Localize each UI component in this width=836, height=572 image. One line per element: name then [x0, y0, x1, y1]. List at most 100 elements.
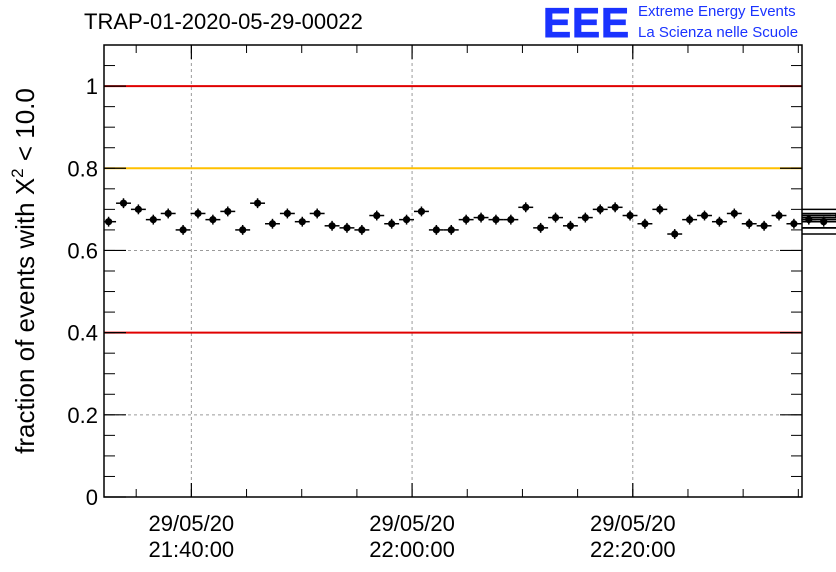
data-point: [802, 220, 836, 223]
marker: [194, 209, 202, 218]
data-point: [428, 224, 444, 235]
data-point: [130, 204, 146, 215]
data-point: [802, 227, 836, 229]
data-point: [711, 216, 727, 227]
data-point: [577, 212, 593, 223]
data-point: [786, 218, 802, 229]
marker: [328, 222, 336, 230]
eee-logo-mark: EEE: [542, 0, 631, 47]
data-point: [443, 224, 459, 235]
marker: [790, 220, 798, 228]
marker: [581, 213, 589, 222]
data-point: [309, 208, 325, 219]
y-axis-label-suffix: < 10.0: [10, 88, 40, 168]
data-point: [458, 214, 474, 225]
y-axis-label-main: fraction of events with X: [10, 178, 40, 454]
y-tick-label: 0: [86, 485, 98, 510]
logo-line-1: Extreme Energy Events: [638, 3, 796, 20]
marker: [611, 203, 619, 211]
data-point: [518, 202, 534, 213]
data-point: [265, 218, 280, 229]
data-point: [414, 206, 429, 217]
data-point: [697, 210, 712, 221]
data-point: [220, 206, 236, 217]
marker: [492, 216, 500, 224]
marker: [641, 220, 649, 228]
marker: [268, 220, 277, 228]
data-point: [488, 214, 504, 225]
data-point: [503, 214, 519, 225]
data-point: [726, 208, 742, 219]
logo-line-2: La Scienza nelle Scuole: [638, 24, 799, 41]
y-tick-label: 1: [86, 74, 98, 99]
data-point: [802, 216, 836, 219]
data-point: [354, 224, 370, 235]
marker: [700, 211, 709, 220]
data-point: [771, 210, 787, 221]
data-point: [399, 214, 415, 225]
marker: [447, 226, 455, 234]
data-point: [339, 222, 355, 233]
marker: [313, 209, 321, 218]
x-tick-labels: 29/05/2021:40:0029/05/2022:00:0029/05/20…: [149, 511, 676, 562]
marker: [149, 216, 157, 224]
data-point: [622, 210, 638, 221]
marker: [671, 230, 679, 238]
data-point: [324, 220, 340, 231]
data-point: [369, 210, 385, 221]
data-point: [802, 212, 836, 215]
y-tick-labels: 0 0.2 0.4 0.6 0.8 1: [67, 74, 98, 510]
marker: [656, 205, 664, 213]
x-tick-date: 29/05/20: [590, 511, 676, 536]
data-point: [637, 218, 653, 229]
data-point: [190, 208, 206, 219]
data-point: [235, 224, 251, 235]
marker: [179, 226, 187, 234]
data-point: [802, 214, 836, 217]
x-tick-time: 22:20:00: [590, 537, 676, 562]
y-axis-label: fraction of events with X2 < 10.0: [8, 88, 40, 454]
data-point: [756, 220, 772, 231]
data-point: [652, 204, 668, 215]
marker: [119, 199, 128, 207]
data-point: [548, 212, 563, 223]
data-point: [160, 208, 176, 219]
axis-ticks: [104, 44, 802, 498]
data-point: [562, 220, 578, 231]
data-point: [473, 212, 489, 223]
marker: [477, 213, 485, 222]
marker: [566, 222, 575, 230]
marker: [507, 216, 515, 224]
marker: [551, 213, 560, 222]
x-tick-date: 29/05/20: [369, 511, 455, 536]
data-point: [205, 214, 221, 225]
marker: [537, 224, 545, 232]
data-point: [116, 198, 131, 209]
chart-title: TRAP-01-2020-05-29-00022: [84, 9, 363, 34]
data-point: [741, 218, 757, 229]
marker: [164, 209, 172, 218]
plot-frame: [103, 44, 803, 498]
y-tick-label: 0.6: [67, 238, 98, 263]
data-points: [104, 198, 836, 239]
data-point: [802, 233, 836, 235]
reference-lines: [104, 85, 802, 334]
data-point: [175, 224, 191, 235]
y-tick-label: 0.2: [67, 403, 98, 428]
marker: [402, 216, 411, 224]
data-point: [104, 216, 117, 227]
data-point: [279, 208, 295, 219]
marker: [596, 205, 604, 213]
marker: [417, 207, 426, 216]
marker: [775, 211, 783, 220]
data-point: [533, 222, 549, 233]
marker: [432, 226, 440, 234]
data-point: [294, 216, 310, 227]
marker: [373, 211, 381, 220]
marker: [745, 220, 753, 228]
grid-lines: [104, 45, 802, 497]
x-tick-time: 21:40:00: [149, 537, 235, 562]
data-point: [250, 198, 266, 209]
marker: [626, 211, 634, 220]
